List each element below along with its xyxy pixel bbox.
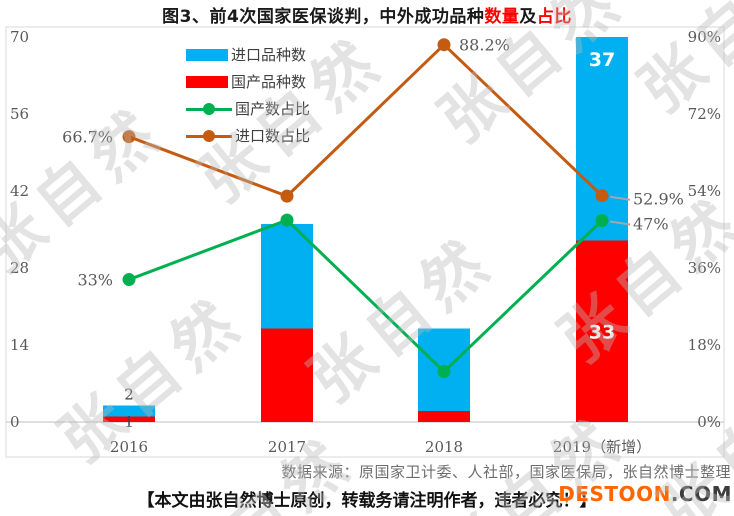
legend-item-import-pct: 进口数占比 <box>186 122 310 149</box>
left-axis-tick: 42 <box>10 182 29 200</box>
point-value-label: 47% <box>633 215 669 234</box>
chart-canvas: 0 14 28 42 56 70 0% 18% 36% 54% 72% 90% 2016 2017 2018… <box>5 26 725 458</box>
bar-value-label: 2 <box>124 386 134 404</box>
pct-line <box>128 218 604 374</box>
bar-value-label: 37 <box>589 49 615 71</box>
pct-line-marker <box>280 213 294 227</box>
x-axis-category-label: 2019（新增） <box>553 438 651 456</box>
import-bar-segment <box>576 37 628 241</box>
domestic-bar-segment <box>418 411 470 422</box>
label-leader-line <box>609 195 631 201</box>
destoon-watermark: DESTOON.COM <box>558 482 732 506</box>
pct-line-marker <box>122 273 136 287</box>
domestic-bar-segment <box>576 240 628 422</box>
legend-item-domestic-pct: 国产数占比 <box>186 95 310 122</box>
left-axis-tick: 0 <box>10 413 20 431</box>
x-axis-category-label: 2018 <box>425 438 463 456</box>
left-axis-tick: 56 <box>10 105 29 123</box>
import-bar-segment <box>103 405 155 417</box>
x-axis-category-label: 2017 <box>268 438 306 456</box>
legend-item-import-count: 进口品种数 <box>186 41 310 68</box>
right-axis-tick: 18% <box>688 336 721 354</box>
domestic-bar-segment <box>261 328 313 422</box>
orange-line-swatch-icon <box>186 129 232 143</box>
right-axis-tick: 72% <box>688 105 721 123</box>
point-value-label: 88.2% <box>459 36 510 55</box>
pct-line-marker <box>437 365 451 379</box>
pct-line-marker <box>280 189 294 203</box>
point-value-label: 33% <box>77 271 113 290</box>
destoon-brand: DESTOON <box>558 482 671 506</box>
green-line-swatch-icon <box>186 102 232 116</box>
point-value-label: 52.9% <box>633 190 684 209</box>
left-axis-tick: 14 <box>10 336 29 354</box>
label-leader-line <box>609 220 631 226</box>
right-axis-tick: 0% <box>697 413 721 431</box>
x-axis-category-label: 2016 <box>110 438 148 456</box>
point-value-label: 66.7% <box>62 128 113 147</box>
domestic-bar-segment <box>103 416 155 422</box>
pct-line-marker <box>437 38 451 52</box>
right-axis-tick: 90% <box>688 28 721 46</box>
pct-line-marker <box>595 189 609 203</box>
legend-label: 国产数占比 <box>235 100 311 118</box>
title-highlight-ratio: 占比 <box>536 7 572 27</box>
chart-title: 图3、前4次国家医保谈判，中外成功品种数量及占比 <box>0 2 734 27</box>
title-part: 及 <box>519 7 537 27</box>
data-source-note: 数据来源：原国家卫计委、人社部，国家医保局，张自然博士整理 <box>281 463 731 481</box>
chart-legend: 进口品种数 国产品种数 国产数占比 进口数占比 <box>186 41 310 149</box>
legend-item-domestic-count: 国产品种数 <box>186 68 310 95</box>
legend-label: 进口数占比 <box>235 127 311 145</box>
right-axis-tick: 36% <box>688 259 721 277</box>
left-axis-tick: 70 <box>10 28 29 46</box>
copyright-footer: 【本文由张自然博士原创，转载务请注明作者，违者必究！】 <box>137 491 597 511</box>
right-axis-tick: 54% <box>688 182 721 200</box>
legend-label: 国产品种数 <box>231 73 307 91</box>
blue-bar-swatch-icon <box>186 48 228 61</box>
bar-value-label: 33 <box>589 321 615 343</box>
pct-line-marker <box>122 130 136 144</box>
destoon-tld: .COM <box>670 482 732 506</box>
red-bar-swatch-icon <box>186 75 228 88</box>
title-highlight-quantity: 数量 <box>484 7 520 27</box>
title-part: 图3、前4次国家医保谈判，中外成功品种 <box>162 7 485 27</box>
left-axis-tick: 28 <box>10 259 29 277</box>
pct-line <box>128 42 604 198</box>
pct-line-marker <box>595 214 609 228</box>
import-bar-segment <box>261 224 313 329</box>
legend-label: 进口品种数 <box>231 46 307 64</box>
bar-value-label: 1 <box>124 413 134 431</box>
